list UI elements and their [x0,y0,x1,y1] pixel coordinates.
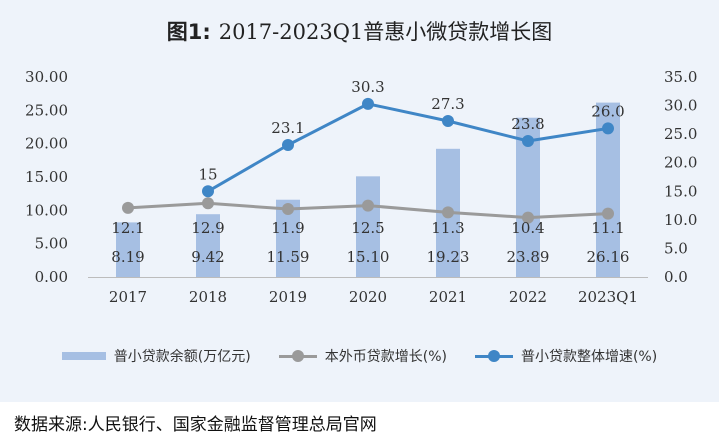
legend-label-loan-balance: 普小贷款余额(万亿元) [113,349,251,365]
series-line-1 [207,102,609,193]
right-axis-tick-label: 20.0 [664,154,697,172]
series-1-point-2023Q1 [602,122,614,135]
right-axis-tick-label: 10.0 [664,211,697,229]
gray-line-value-label: 11.9 [271,219,304,237]
series-1-point-2019 [282,139,294,151]
legend-item-sme-growth: 普小贷款整体增速(%) [474,346,658,366]
blue-line-value-label: 30.3 [351,78,384,96]
gray-line-value-label: 11.3 [431,219,464,237]
bar-value-label: 23.89 [507,248,550,266]
left-axis-tick-label: 10.00 [25,201,68,219]
left-axis-tick-label: 5.00 [35,235,68,253]
series-0-point-2017 [122,201,134,214]
bar-value-label: 11.59 [267,248,310,266]
plot-area: 0.00 5.00 10.00 15.00 20.00 25.00 30.00 0.0 5.0 1… [25,68,697,306]
bar-2017 [116,222,140,277]
gray-line-value-label: 11.1 [591,219,624,237]
x-axis-tick-label: 2020 [349,288,387,306]
right-axis-tick-label: 5.0 [664,239,688,257]
bar-value-label: 19.23 [427,248,470,266]
x-axis-tick-label: 2021 [429,288,467,306]
series-0-point-2018 [202,197,214,210]
left-axis-tick-label: 0.00 [35,268,68,286]
legend-item-loan-balance: 普小贷款余额(万亿元) [61,346,251,366]
bar-2020 [356,176,380,277]
blue-line-value-label: 26.0 [591,102,624,120]
legend-label-sme-growth: 普小贷款整体增速(%) [520,349,658,365]
chart-title-prefix: 图1: [166,20,211,44]
bar-2018 [196,214,220,277]
x-axis-tick-label: 2023Q1 [578,288,638,306]
bar-value-label: 8.19 [111,248,144,266]
series-0-point-2019 [282,203,294,215]
left-axis-tick-label: 25.00 [25,101,68,119]
x-axis-tick-label: 2017 [109,288,147,306]
right-axis-tick-label: 30.0 [664,97,697,115]
series-0-point-2022 [522,211,534,224]
series-0-point-2023Q1 [602,207,614,220]
gray-line-value-label: 12.1 [111,219,144,237]
blue-line-value-label: 15 [198,165,217,183]
blue-line-value-label: 27.3 [431,95,464,113]
right-axis-tick-label: 35.0 [664,68,697,86]
bar-value-label: 15.10 [347,248,390,266]
chart-figure: 图1: 2017-2023Q1普惠小微贷款增长图 0.00 5.00 10.00 15.… [0,0,719,402]
legend-gray-line-swatch [278,350,317,362]
bar-value-label: 9.42 [191,248,224,266]
legend-bar-swatch [61,352,106,360]
chart-title: 图1: 2017-2023Q1普惠小微贷款增长图 [0,16,719,46]
blue-line-value-label: 23.8 [511,115,544,133]
gray-line-value-label: 12.9 [191,219,224,237]
series-0-point-2021 [442,206,454,219]
gray-line-value-label: 12.5 [351,219,384,237]
left-axis-tick-label: 30.00 [25,68,68,86]
x-axis-tick-label: 2019 [269,288,307,306]
legend-item-total-loan-growth: 本外币贷款增长(%) [278,346,447,366]
left-axis-tick-label: 20.00 [25,135,68,153]
x-axis-tick-label: 2018 [189,288,227,306]
source-note: 数据来源:人民银行、国家金融监督管理总局官网 [14,415,377,435]
bar-value-label: 26.16 [587,248,630,266]
left-axis-tick-label: 15.00 [25,168,68,186]
series-0-point-2020 [362,199,374,212]
blue-line-value-label: 23.1 [271,119,304,137]
series-1-point-2021 [442,115,454,127]
right-axis-tick-label: 15.0 [664,182,697,200]
series-1-point-2020 [362,97,374,110]
chart-title-main: 2017-2023Q1普惠小微贷款增长图 [218,20,553,44]
gray-line-value-label: 10.4 [511,219,544,237]
legend-label-total-loan-growth: 本外币贷款增长(%) [324,349,447,365]
right-axis-tick-label: 0.0 [664,268,688,286]
legend: 普小贷款余额(万亿元) 本外币贷款增长(%) 普小贷款整体增速(%) [0,346,719,366]
legend-blue-line-swatch [474,350,513,362]
right-axis-tick-label: 25.0 [664,125,697,143]
series-1-point-2018 [202,185,214,198]
x-axis-tick-label: 2022 [509,288,547,306]
series-1-point-2022 [522,135,534,147]
